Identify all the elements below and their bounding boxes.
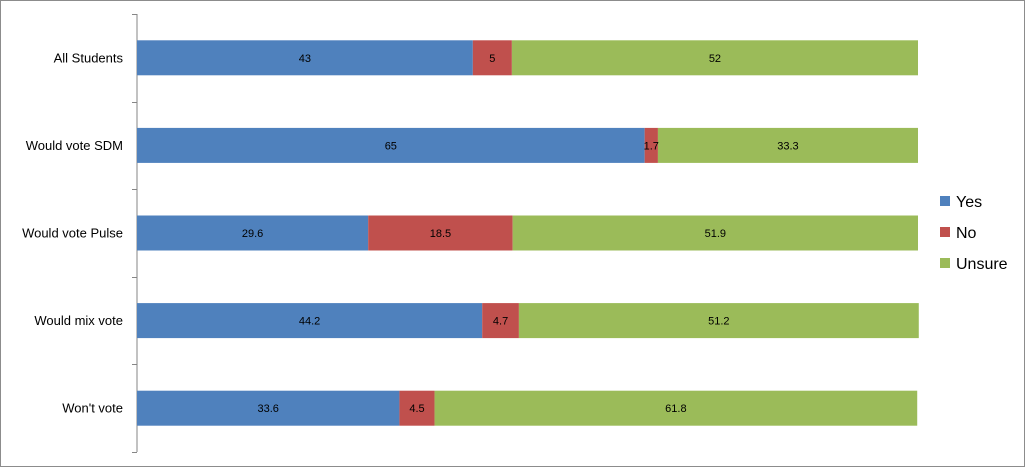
bar-segment-unsure <box>511 40 918 76</box>
data-label: 51.2 <box>708 316 729 328</box>
data-label: 5 <box>489 53 495 65</box>
bar-segment-yes <box>137 127 645 163</box>
bar-segment-yes <box>137 390 400 426</box>
category-axis <box>132 14 138 453</box>
data-label: 65 <box>385 140 397 152</box>
bar-segment-yes <box>137 303 483 339</box>
data-label: 29.6 <box>242 228 263 240</box>
data-label: 33.3 <box>777 140 798 152</box>
data-label: 33.6 <box>257 403 278 415</box>
data-label: 51.9 <box>705 228 726 240</box>
data-label: 43 <box>299 53 311 65</box>
category-label: Won't vote <box>62 401 123 416</box>
category-label: Would vote Pulse <box>22 226 123 241</box>
bar-segment-yes <box>137 40 473 76</box>
data-label: 4.7 <box>493 316 508 328</box>
bar-segment-no <box>399 390 435 426</box>
bar-segment-yes <box>137 215 369 251</box>
category-label: Would mix vote <box>34 313 123 328</box>
data-label: 52 <box>709 53 721 65</box>
category-labels: All Students Would vote SDM Would vote Pul… <box>22 50 123 415</box>
bar-segment-no <box>472 40 512 76</box>
bars <box>137 40 919 426</box>
data-label: 1.7 <box>644 140 659 152</box>
bar-segment-no <box>482 303 519 339</box>
data-label: 61.8 <box>665 403 686 415</box>
data-label: 4.5 <box>409 403 424 415</box>
legend-swatch-yes <box>940 196 950 206</box>
legend-label-no: No <box>956 225 977 242</box>
bar-segment-unsure <box>657 127 918 163</box>
bar-segment-no <box>368 215 513 251</box>
legend: Yes No Unsure <box>940 194 1008 273</box>
bar-segment-no <box>644 127 658 163</box>
bar-segment-unsure <box>434 390 918 426</box>
bar-segment-unsure <box>512 215 918 251</box>
legend-swatch-unsure <box>940 258 950 268</box>
category-label: All Students <box>54 50 124 65</box>
category-label: Would vote SDM <box>26 138 123 153</box>
legend-swatch-no <box>940 227 950 237</box>
data-label: 44.2 <box>299 316 320 328</box>
bar-segment-unsure <box>518 303 919 339</box>
data-labels: 43 5 52 65 1.7 33.3 29.6 18.5 51.9 44.2 4.7 51.2 33.… <box>242 53 799 415</box>
data-label: 18.5 <box>430 228 451 240</box>
legend-label-unsure: Unsure <box>956 256 1008 273</box>
legend-label-yes: Yes <box>956 194 982 211</box>
